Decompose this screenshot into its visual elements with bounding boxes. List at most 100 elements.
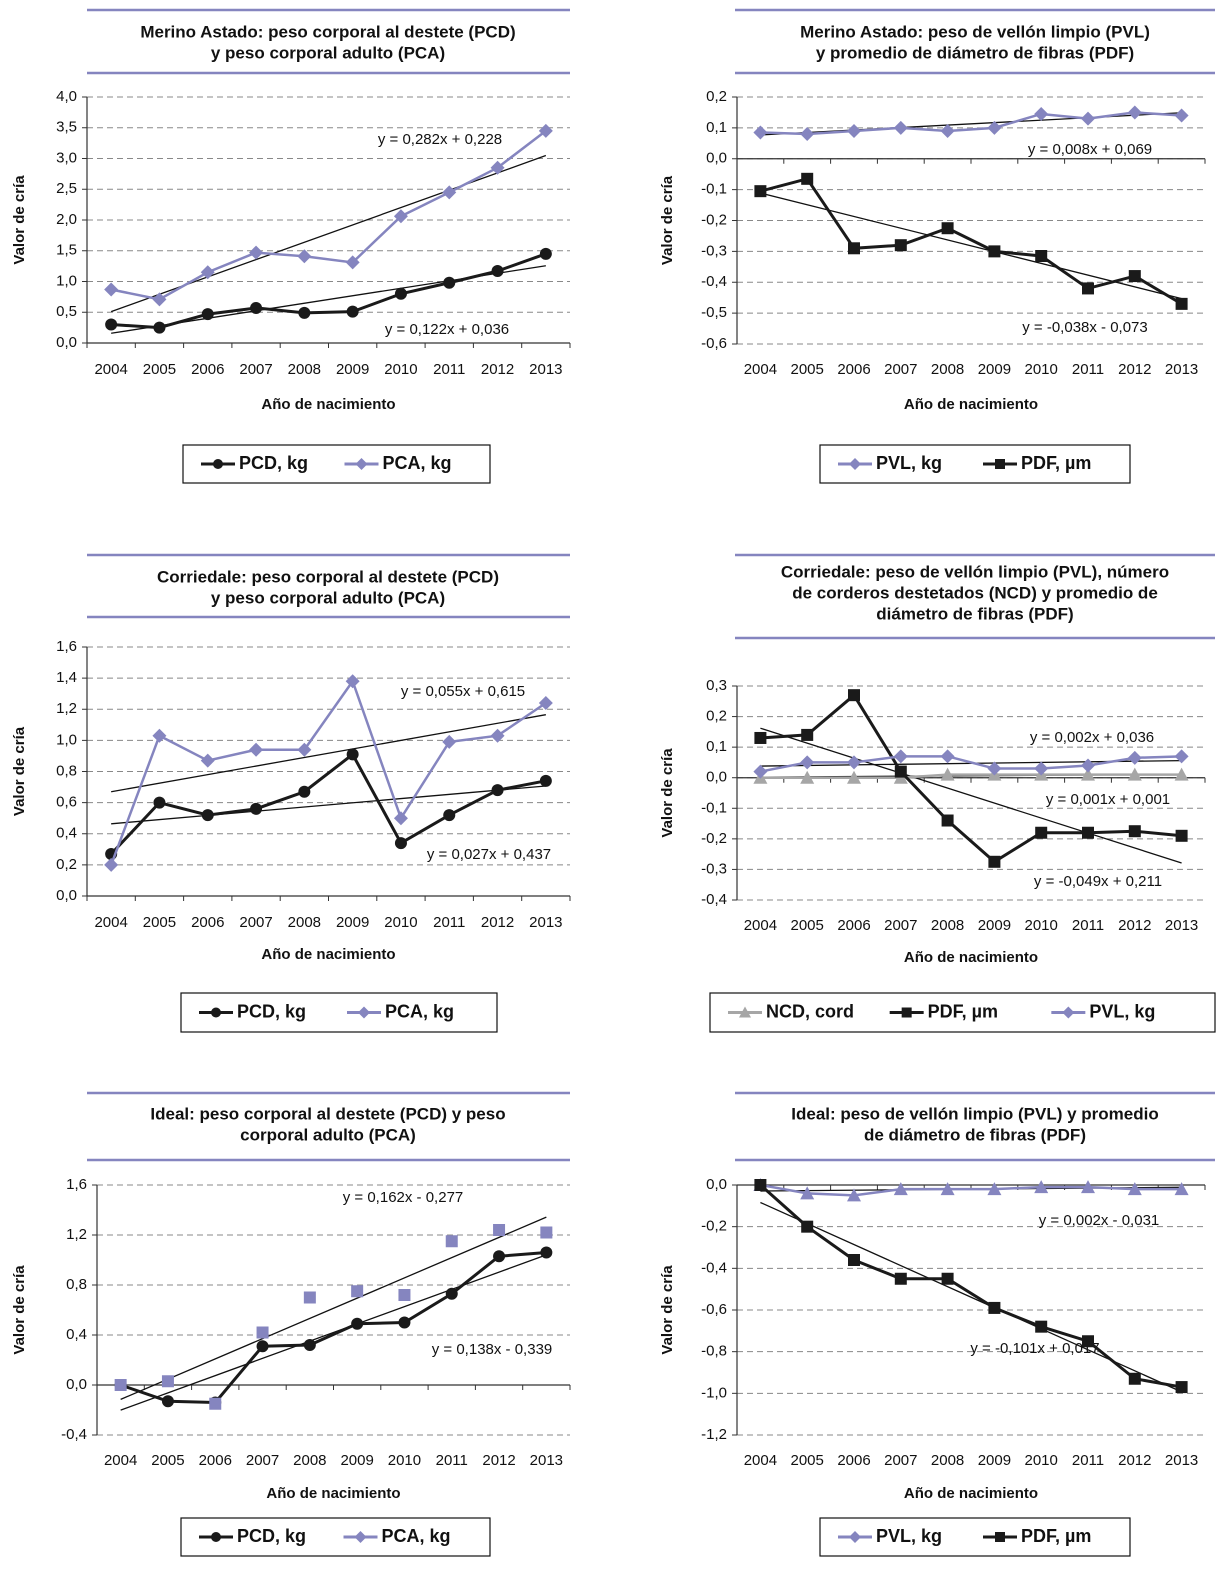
trend-equation: y = -0,038x - 0,073 — [1022, 319, 1148, 336]
marker — [1174, 1182, 1189, 1196]
x-tick-label: 2011 — [1072, 361, 1104, 378]
y-tick-label: 3,0 — [56, 149, 77, 166]
y-tick-label: 1,0 — [56, 272, 77, 289]
y-tick-label: 0,1 — [706, 738, 727, 755]
x-axis-title: Año de nacimiento — [261, 396, 395, 413]
y-tick-label: -0,2 — [701, 1218, 727, 1235]
y-tick-label: 0,6 — [56, 794, 77, 811]
x-tick-label: 2011 — [436, 1452, 468, 1469]
y-axis-title: Valor de cría — [659, 175, 676, 265]
y-tick-label: -0,2 — [701, 211, 727, 228]
chart-title: y promedio de diámetro de fibras (PDF) — [816, 43, 1134, 62]
marker — [398, 1289, 411, 1301]
series-line — [760, 1183, 1182, 1197]
y-tick-label: -0,6 — [701, 335, 727, 352]
legend-label: PCD, kg — [239, 453, 308, 473]
legend-box — [709, 992, 1216, 1033]
x-tick-label: 2013 — [529, 361, 562, 378]
marker — [1174, 767, 1189, 781]
marker — [345, 255, 360, 270]
marker — [538, 696, 553, 711]
marker — [398, 1316, 411, 1329]
marker — [1127, 750, 1142, 765]
x-tick-label: 2012 — [482, 1452, 515, 1469]
marker — [442, 185, 457, 200]
series-line — [759, 1183, 1182, 1389]
marker — [345, 674, 360, 689]
marker — [893, 749, 908, 764]
marker — [1034, 761, 1049, 776]
chart-title: Ideal: peso corporal al destete (PCD) y … — [150, 1104, 505, 1123]
marker — [894, 1272, 907, 1285]
marker — [940, 767, 955, 781]
x-tick-label: 2004 — [94, 361, 127, 378]
series-line — [110, 752, 547, 856]
legend-label: PCD, kg — [237, 1526, 306, 1546]
x-tick-label: 2009 — [340, 1452, 373, 1469]
y-tick-label: 0,0 — [706, 769, 727, 786]
marker — [893, 120, 908, 135]
marker — [200, 753, 215, 768]
x-tick-label: 2010 — [1025, 917, 1058, 934]
y-tick-label: -0,4 — [701, 273, 727, 290]
marker — [152, 728, 167, 743]
trend-equation: y = 0,138x - 0,339 — [432, 1341, 553, 1358]
x-tick-label: 2012 — [481, 361, 514, 378]
chart-title: y peso corporal adulto (PCA) — [211, 588, 445, 607]
marker — [753, 764, 768, 779]
marker — [394, 287, 407, 300]
marker — [849, 458, 861, 470]
chart-title: Merino Astado: peso corporal al destete … — [140, 22, 515, 41]
chart-title: Corriedale: peso de vellón limpio (PVL),… — [781, 562, 1169, 581]
trend-line — [110, 154, 547, 313]
x-tick-label: 2007 — [239, 914, 272, 931]
trend-line — [120, 1254, 547, 1411]
marker — [303, 1291, 316, 1304]
chart-panel: Merino Astado: peso corporal al destete … — [11, 8, 571, 484]
marker — [894, 239, 907, 252]
marker — [847, 755, 861, 770]
x-tick-label: 2010 — [384, 361, 417, 378]
x-axis-title: Año de nacimiento — [904, 396, 1038, 413]
marker — [739, 1006, 751, 1018]
trend-line — [760, 112, 1182, 136]
legend-label: PCD, kg — [237, 1001, 306, 1021]
marker — [213, 459, 223, 469]
marker — [1127, 1182, 1142, 1196]
marker — [298, 306, 311, 319]
y-tick-label: 0,2 — [706, 708, 727, 725]
chart-title: diámetro de fibras (PDF) — [876, 604, 1073, 623]
trend-equation: y = 0,002x - 0,031 — [1039, 1212, 1160, 1229]
series-line — [760, 692, 1182, 864]
x-tick-label: 2008 — [931, 1452, 964, 1469]
x-tick-label: 2011 — [433, 914, 465, 931]
y-tick-label: 1,0 — [56, 731, 77, 748]
x-tick-label: 2004 — [104, 1452, 137, 1469]
y-tick-label: 1,2 — [56, 700, 77, 717]
y-tick-label: 0,2 — [56, 856, 77, 873]
x-tick-label: 2004 — [744, 1452, 777, 1469]
trend-equation: y = -0,049x + 0,211 — [1034, 873, 1162, 890]
x-axis-title: Año de nacimiento — [266, 1485, 400, 1502]
y-tick-label: 0,8 — [66, 1276, 87, 1293]
trend-equation: y = 0,001x + 0,001 — [1046, 791, 1170, 808]
marker — [346, 748, 359, 761]
trend-equation: y = -0,101x + 0,017 — [970, 1340, 1099, 1357]
marker — [1127, 105, 1142, 120]
marker — [298, 785, 311, 798]
marker — [847, 123, 861, 138]
marker — [941, 814, 954, 827]
x-tick-label: 2009 — [978, 361, 1011, 378]
x-tick-label: 2004 — [94, 914, 127, 931]
trend-equation: y = 0,008x + 0,069 — [1028, 141, 1152, 158]
chart-panel: Ideal: peso corporal al destete (PCD) y … — [11, 1091, 571, 1557]
marker — [988, 1301, 1001, 1314]
x-tick-label: 2005 — [791, 917, 824, 934]
marker — [351, 1317, 364, 1330]
marker — [849, 1531, 861, 1543]
marker — [847, 770, 861, 784]
marker — [540, 1246, 553, 1259]
series-line — [760, 177, 1183, 306]
x-tick-label: 2011 — [433, 361, 465, 378]
